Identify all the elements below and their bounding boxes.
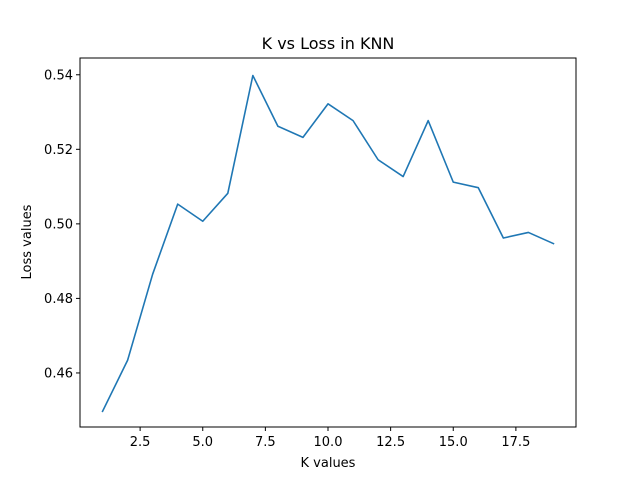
x-axis-label: K values	[301, 456, 356, 471]
x-tick-label: 5.0	[192, 435, 213, 450]
x-tick-label: 17.5	[501, 435, 530, 450]
y-tick-label: 0.48	[44, 292, 73, 307]
chart-title: K vs Loss in KNN	[262, 34, 395, 53]
x-tick-label: 2.5	[130, 435, 151, 450]
y-tick-label: 0.50	[44, 217, 73, 232]
series-line	[101, 74, 555, 413]
y-tick-label: 0.52	[44, 143, 73, 158]
x-tick-label: 15.0	[439, 435, 468, 450]
y-axis-label: Loss values	[20, 204, 35, 279]
x-tick-label: 7.5	[255, 435, 276, 450]
x-tick-label: 12.5	[376, 435, 405, 450]
y-tick-label: 0.54	[44, 68, 73, 83]
y-tick-label: 0.46	[44, 366, 73, 381]
plot-area: 2.5 5.0 7.5 10.0 12.5 15.0 17.5 0.46 0.48 0.50 0.5…	[44, 57, 577, 450]
x-tick-label: 10.0	[314, 435, 343, 450]
axes-frame	[79, 57, 577, 428]
